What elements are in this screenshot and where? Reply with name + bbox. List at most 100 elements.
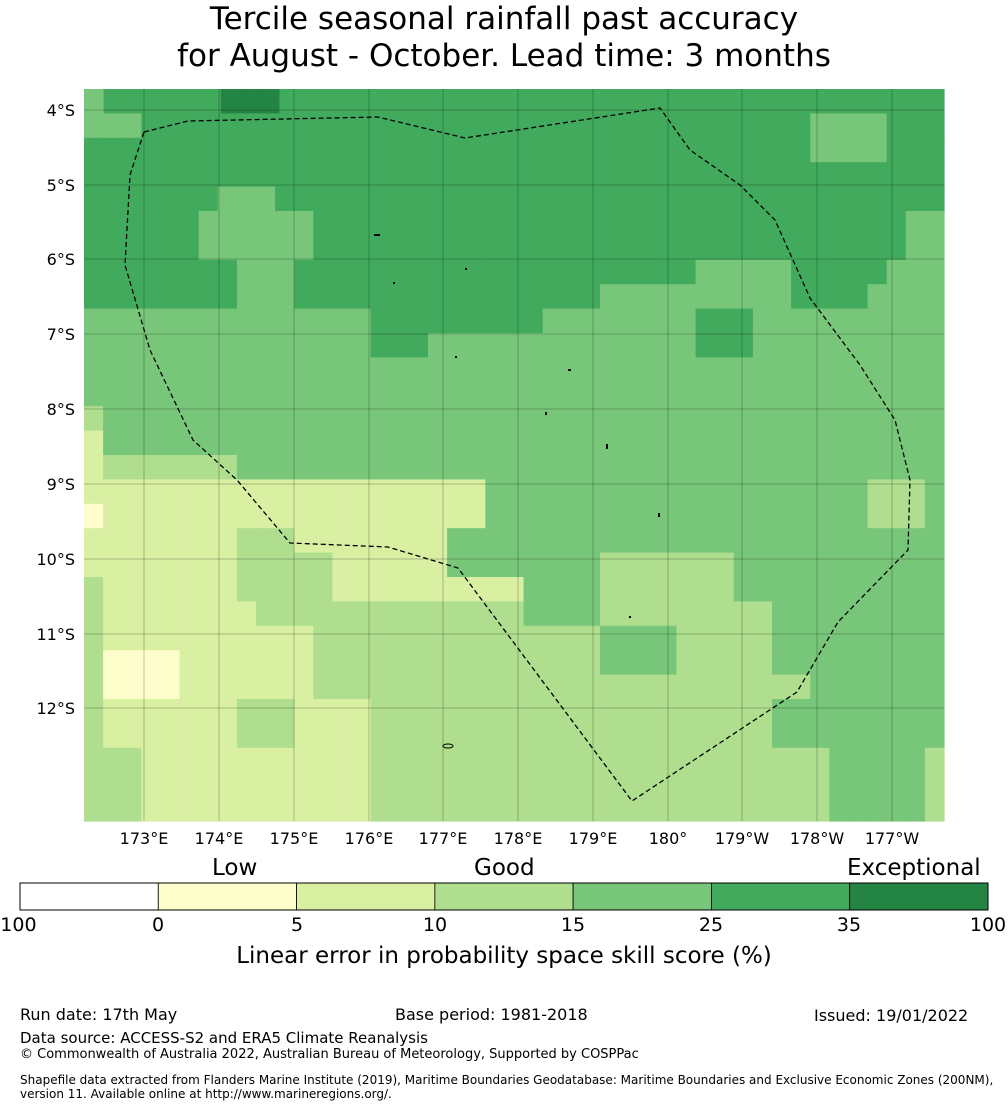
grid-cell bbox=[275, 650, 295, 676]
grid-cell bbox=[408, 186, 429, 212]
grid-cell bbox=[714, 357, 735, 383]
grid-cell bbox=[657, 747, 678, 773]
grid-cell bbox=[714, 479, 735, 505]
grid-cell bbox=[141, 113, 162, 139]
grid-cell bbox=[332, 333, 353, 358]
grid-cell bbox=[103, 796, 123, 822]
grid-cell bbox=[351, 528, 372, 554]
grid-cell bbox=[141, 211, 162, 236]
grid-cell bbox=[504, 235, 525, 261]
grid-cell bbox=[561, 406, 582, 432]
grid-cell bbox=[542, 137, 563, 163]
grid-cell bbox=[141, 625, 162, 651]
grid-cell bbox=[523, 796, 544, 822]
grid-cell bbox=[122, 137, 142, 163]
grid-cell bbox=[791, 186, 811, 212]
grid-cell bbox=[217, 772, 238, 798]
lat-tick-label: 10°S bbox=[36, 550, 75, 569]
grid-cell bbox=[256, 747, 276, 773]
grid-cell bbox=[294, 162, 314, 188]
grid-cell bbox=[867, 333, 888, 358]
grid-cell bbox=[389, 333, 410, 358]
grid-cell bbox=[217, 137, 238, 163]
grid-cell bbox=[389, 357, 410, 383]
grid-cell bbox=[600, 211, 620, 236]
grid-cell bbox=[141, 723, 162, 749]
grid-cell bbox=[638, 284, 658, 310]
grid-cell bbox=[485, 747, 506, 773]
grid-cell bbox=[408, 796, 429, 822]
grid-cell bbox=[217, 723, 238, 749]
grid-cell bbox=[867, 137, 888, 163]
grid-cell bbox=[198, 577, 219, 602]
issued-date: Issued: 19/01/2022 bbox=[814, 1006, 969, 1025]
grid-cell bbox=[714, 723, 735, 749]
grid-cell bbox=[714, 259, 735, 285]
grid-cell bbox=[294, 674, 314, 700]
grid-cell bbox=[141, 747, 162, 773]
grid-cell bbox=[294, 186, 314, 212]
grid-cell bbox=[848, 577, 869, 602]
colorbar-tick: 35 bbox=[836, 914, 862, 936]
grid-cell bbox=[84, 455, 104, 480]
grid-cell bbox=[485, 625, 506, 651]
grid-cell bbox=[256, 552, 276, 578]
grid-cell bbox=[600, 308, 620, 334]
grid-cell bbox=[103, 625, 123, 651]
grid-cell bbox=[924, 625, 945, 651]
grid-cell bbox=[523, 528, 544, 554]
grid-cell bbox=[428, 162, 448, 188]
grid-cell bbox=[523, 479, 544, 505]
grid-cell bbox=[733, 625, 754, 651]
grid-cell bbox=[542, 284, 563, 310]
grid-cell bbox=[848, 406, 869, 432]
grid-cell bbox=[313, 308, 334, 334]
grid-cell bbox=[695, 601, 716, 627]
grid-cell bbox=[572, 89, 593, 114]
grid-cell bbox=[886, 406, 907, 432]
grid-cell bbox=[867, 796, 888, 822]
grid-cell bbox=[389, 699, 410, 724]
grid-cell bbox=[428, 528, 448, 554]
grid-cell bbox=[714, 747, 735, 773]
grid-cell bbox=[256, 699, 276, 724]
grid-cell bbox=[714, 186, 735, 212]
grid-cell bbox=[714, 552, 735, 578]
grid-cell bbox=[236, 284, 257, 310]
grid-cell bbox=[485, 650, 506, 676]
grid-cell bbox=[657, 235, 678, 261]
grid-cell bbox=[733, 235, 754, 261]
grid-cell bbox=[84, 259, 104, 285]
grid-cell bbox=[580, 406, 601, 432]
grid-cell bbox=[772, 674, 792, 700]
grid-cell bbox=[389, 259, 410, 285]
grid-cell bbox=[236, 625, 257, 651]
grid-cell bbox=[676, 674, 697, 700]
grid-cell bbox=[485, 137, 506, 163]
grid-cell bbox=[447, 235, 467, 261]
grid-cell bbox=[695, 381, 716, 407]
grid-cell bbox=[829, 211, 850, 236]
grid-cell bbox=[389, 381, 410, 407]
grid-cell bbox=[389, 601, 410, 627]
grid-cell bbox=[791, 503, 811, 529]
grid-cell bbox=[217, 699, 238, 724]
grid-cell bbox=[84, 235, 104, 261]
grid-cell bbox=[198, 796, 219, 822]
grid-cell bbox=[787, 89, 808, 114]
grid-cell bbox=[791, 772, 811, 798]
grid-cell bbox=[810, 503, 830, 529]
grid-cell bbox=[619, 772, 639, 798]
grid-cell bbox=[772, 723, 792, 749]
grid-cell bbox=[217, 455, 238, 480]
chart-title-line1: Tercile seasonal rainfall past accuracy bbox=[209, 1, 799, 37]
grid-cell bbox=[733, 211, 754, 236]
grid-cell bbox=[772, 162, 792, 188]
grid-cell bbox=[657, 625, 678, 651]
grid-cell bbox=[160, 381, 181, 407]
grid-cell bbox=[179, 430, 200, 456]
grid-cell bbox=[714, 503, 735, 529]
grid-cell bbox=[160, 259, 181, 285]
grid-cell bbox=[733, 430, 754, 456]
colorbar-segment bbox=[19, 882, 159, 911]
